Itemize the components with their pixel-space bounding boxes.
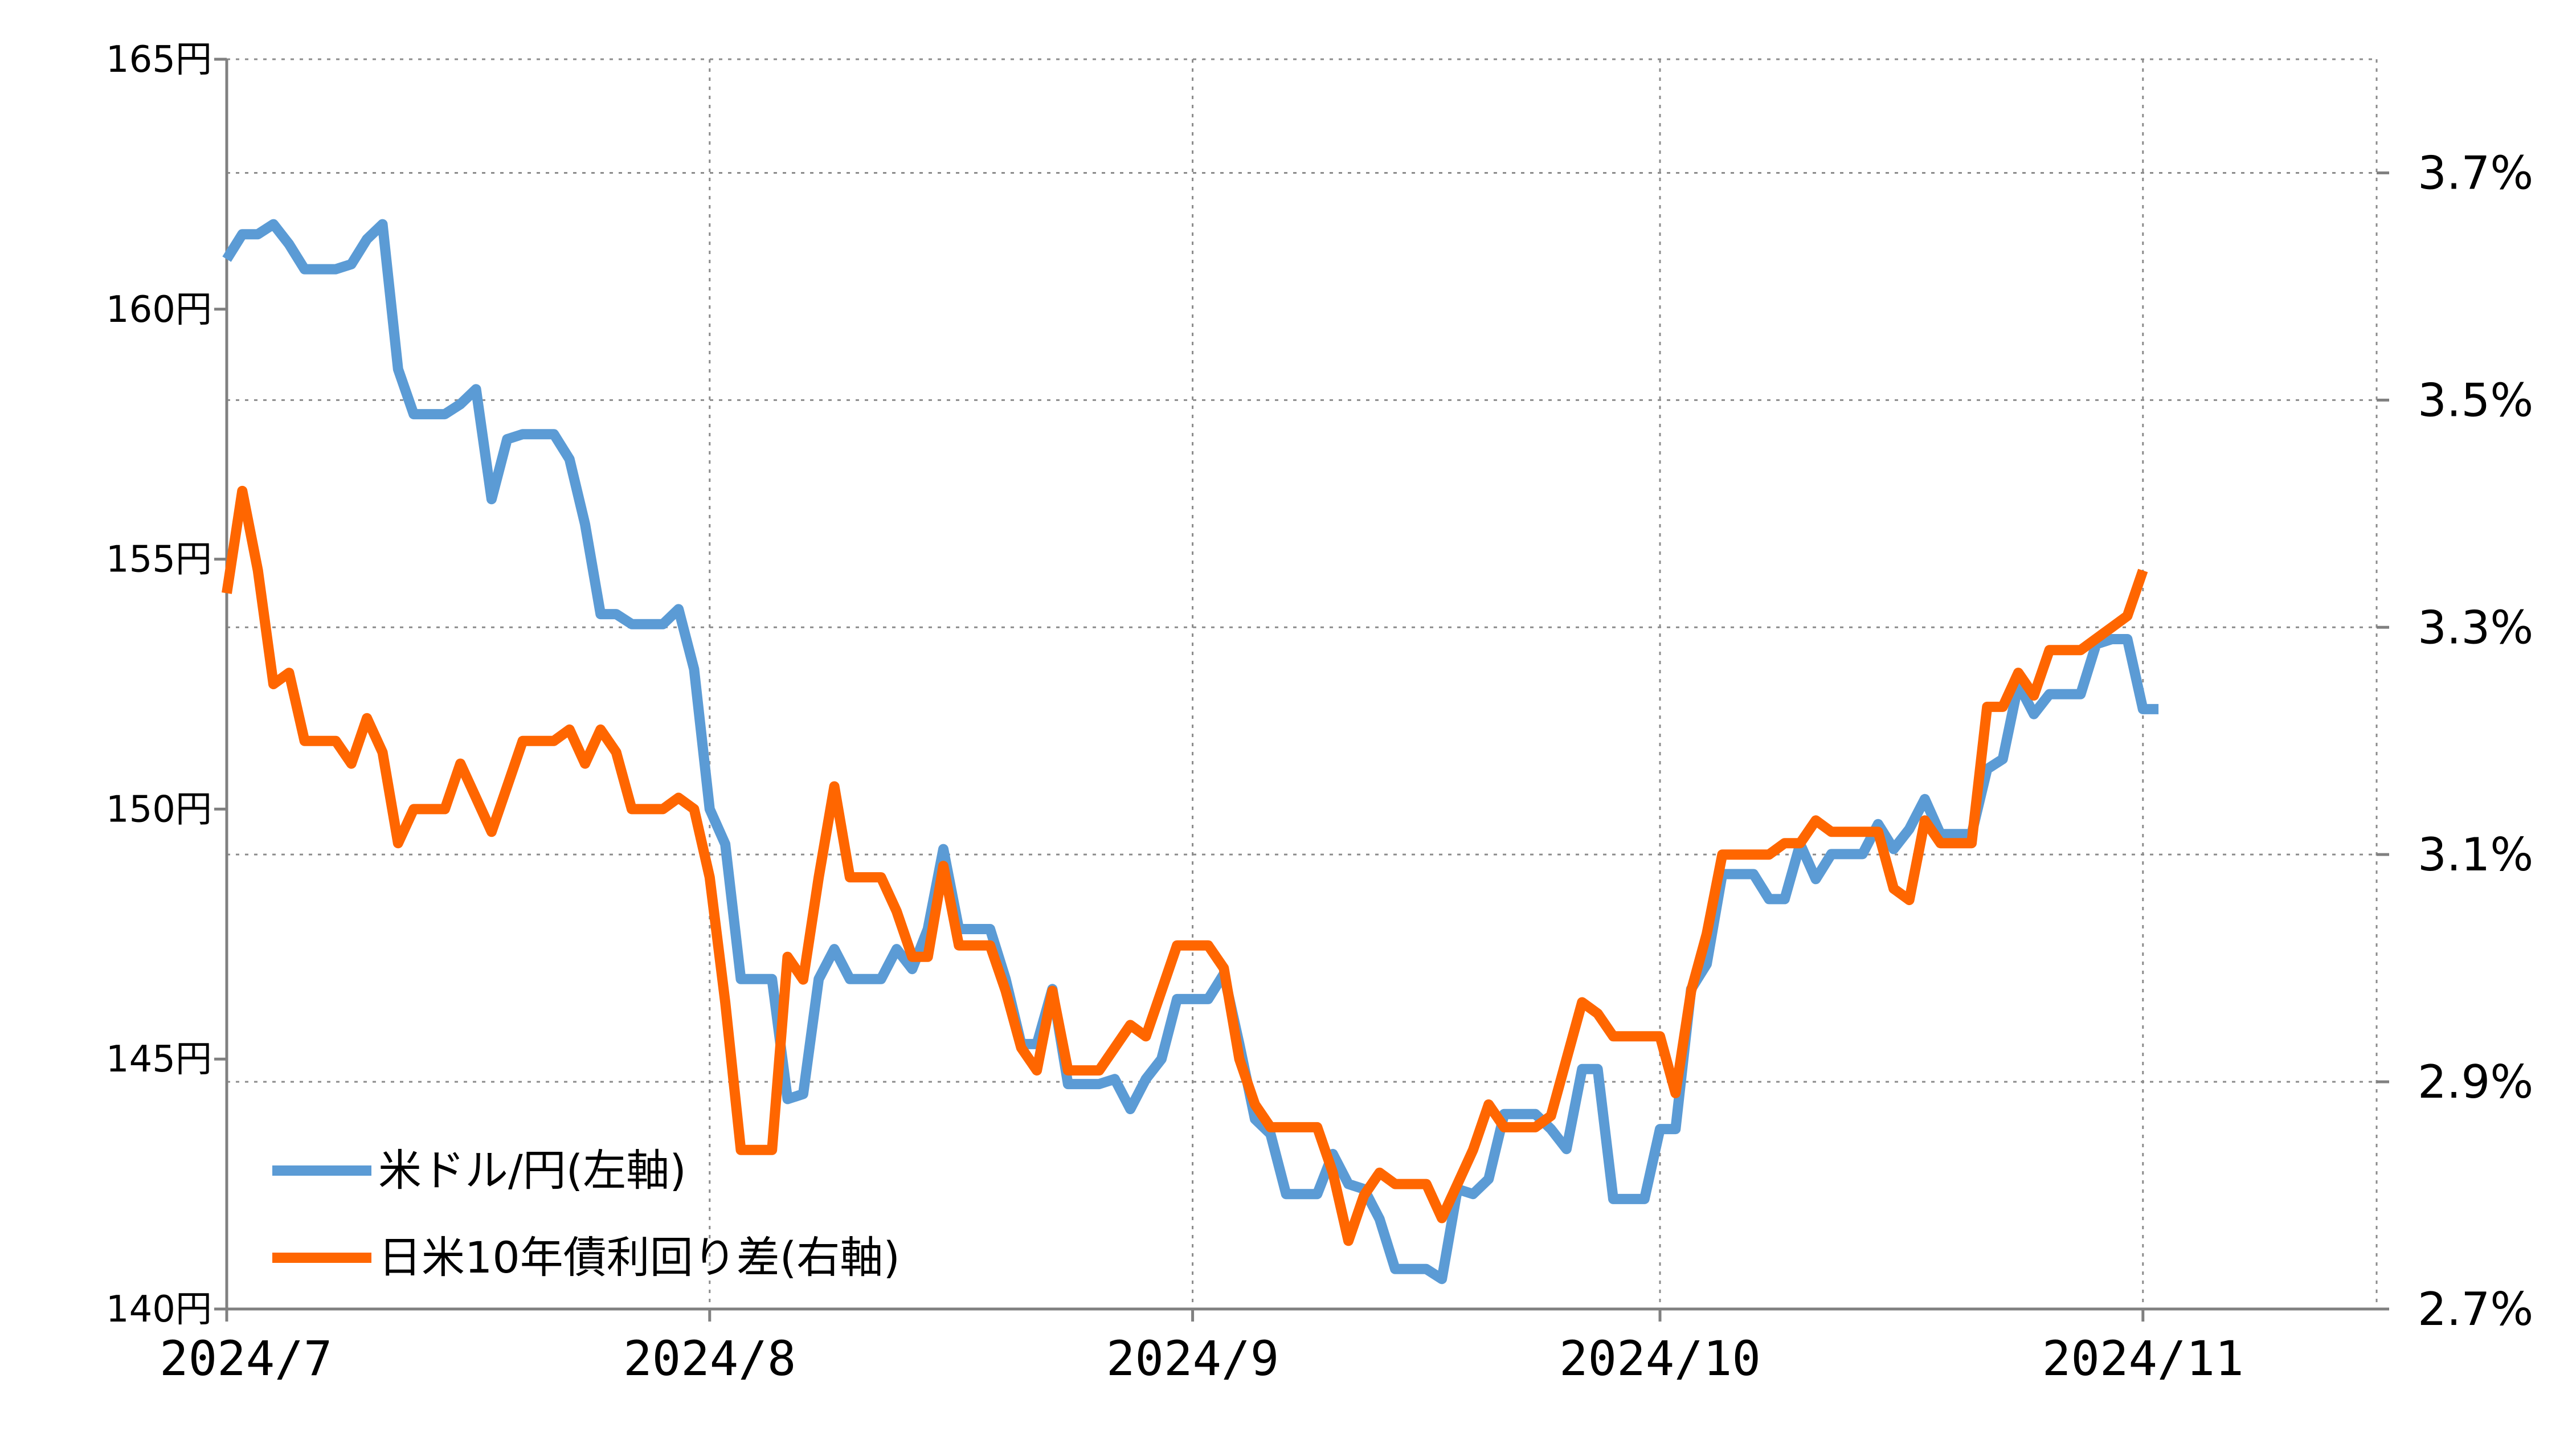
right-tick-label: 2.7%	[2418, 1283, 2533, 1336]
x-tick-label: 2024/11	[2042, 1331, 2244, 1386]
right-tick-label: 3.7%	[2418, 146, 2533, 199]
x-tick-label: 2024/9	[1106, 1331, 1279, 1386]
legend-label-0: 米ドル/円(左軸)	[378, 1145, 686, 1196]
left-tick-label: 150円	[106, 788, 212, 831]
right-tick-label: 3.3%	[2418, 601, 2533, 654]
legend: 米ドル/円(左軸) 日米10年債利回り差(右軸)	[272, 1145, 900, 1283]
axes: 140円 145円 150円 155円 160円 165円 2.7% 2.9% 3.1% 3.3%…	[106, 39, 2533, 1386]
series-line-1	[222, 485, 2148, 1246]
left-tick-label: 140円	[106, 1289, 212, 1331]
right-tick-label: 3.5%	[2418, 374, 2533, 427]
x-tick-label: 2024/7	[160, 1331, 332, 1386]
right-tick-label: 3.1%	[2418, 828, 2533, 881]
series	[222, 219, 2159, 1285]
x-tick-label: 2024/8	[623, 1331, 796, 1386]
left-tick-label: 145円	[106, 1038, 212, 1081]
x-tick-label: 2024/10	[1559, 1331, 1761, 1386]
grid	[227, 58, 2378, 1309]
left-tick-label: 155円	[106, 539, 212, 581]
legend-label-1: 日米10年債利回り差(右軸)	[378, 1232, 900, 1283]
left-tick-label: 160円	[106, 289, 212, 331]
left-tick-label: 165円	[106, 39, 212, 81]
series-line-0	[222, 219, 2159, 1285]
right-tick-label: 2.9%	[2418, 1056, 2533, 1109]
